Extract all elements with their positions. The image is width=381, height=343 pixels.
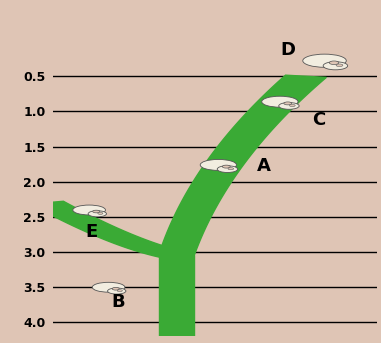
Ellipse shape [107, 288, 126, 294]
Ellipse shape [284, 102, 292, 105]
Text: E: E [86, 223, 98, 241]
Ellipse shape [262, 96, 298, 107]
Text: B: B [112, 293, 125, 311]
Ellipse shape [290, 104, 295, 107]
Polygon shape [158, 256, 194, 340]
Ellipse shape [217, 166, 238, 173]
Text: D: D [280, 41, 295, 59]
Ellipse shape [88, 211, 106, 217]
Ellipse shape [323, 62, 347, 70]
Polygon shape [30, 201, 189, 258]
Ellipse shape [92, 282, 125, 292]
Polygon shape [158, 75, 327, 256]
Ellipse shape [303, 54, 346, 67]
Ellipse shape [112, 287, 119, 290]
Ellipse shape [93, 210, 100, 213]
Ellipse shape [200, 159, 237, 170]
Ellipse shape [117, 290, 122, 292]
Ellipse shape [279, 103, 299, 109]
Ellipse shape [228, 168, 234, 170]
Text: A: A [258, 157, 271, 175]
Text: C: C [312, 111, 326, 129]
Ellipse shape [98, 212, 103, 214]
Ellipse shape [73, 205, 106, 215]
Ellipse shape [222, 165, 230, 168]
Ellipse shape [336, 64, 343, 67]
Ellipse shape [329, 61, 339, 64]
